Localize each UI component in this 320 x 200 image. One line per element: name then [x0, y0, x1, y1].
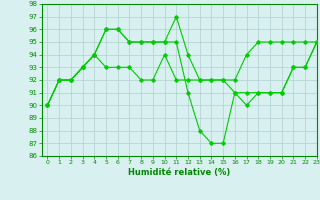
X-axis label: Humidité relative (%): Humidité relative (%) [128, 168, 230, 177]
